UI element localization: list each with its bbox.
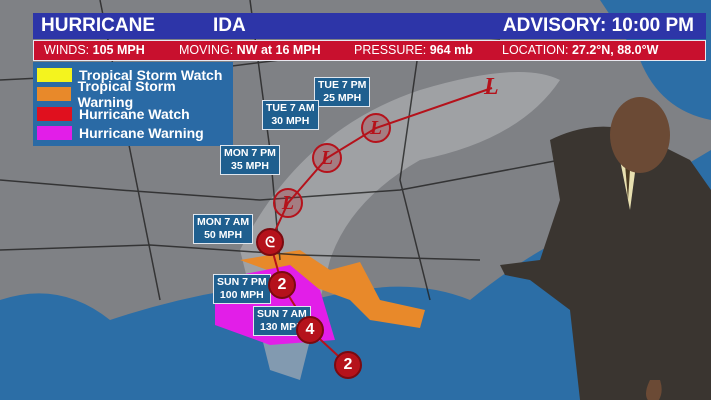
tropical-storm-icon: ᘓ — [256, 228, 284, 256]
track-label: MON 7 PM 35 MPH — [220, 145, 280, 175]
stats-bar: WINDS: 105 MPH MOVING: NW at 16 MPH PRES… — [33, 40, 706, 61]
hurricane-icon: 2 — [268, 271, 296, 299]
legend-item: Tropical Storm Warning — [37, 78, 229, 110]
low-marker: L — [484, 74, 499, 100]
low-marker: L — [361, 113, 391, 143]
swatch — [37, 106, 72, 121]
advisory-time: ADVISORY: 10:00 PM — [502, 15, 694, 36]
track-label: TUE 7 PM 25 MPH — [314, 77, 371, 107]
moving-stat: MOVING: NW at 16 MPH — [179, 43, 321, 57]
track-label: SUN 7 PM 100 MPH — [213, 274, 271, 304]
track-label: TUE 7 AM 30 MPH — [262, 100, 319, 130]
title-bar: HURRICANE IDA ADVISORY: 10:00 PM — [33, 13, 706, 39]
low-marker: L — [312, 143, 342, 173]
swatch — [37, 126, 72, 141]
swatch — [37, 67, 72, 82]
gulf-water — [0, 150, 711, 400]
pressure-stat: PRESSURE: 964 mb — [354, 43, 473, 57]
legend: Tropical Storm Watch Tropical Storm Warn… — [33, 62, 233, 146]
hurricane-icon: 2 — [334, 351, 362, 379]
presenter — [500, 97, 711, 400]
storm-name: IDA — [213, 15, 246, 36]
legend-item: Hurricane Watch — [37, 104, 229, 124]
swatch — [37, 87, 71, 102]
hurricane-icon: 4 — [296, 316, 324, 344]
legend-item: Tropical Storm Watch — [37, 65, 229, 85]
low-marker: L — [273, 188, 303, 218]
legend-item: Hurricane Warning — [37, 124, 229, 144]
track-label: MON 7 AM 50 MPH — [193, 214, 254, 244]
location-stat: LOCATION: 27.2°N, 88.0°W — [502, 43, 659, 57]
winds-stat: WINDS: 105 MPH — [44, 43, 145, 57]
storm-type: HURRICANE — [41, 15, 155, 36]
